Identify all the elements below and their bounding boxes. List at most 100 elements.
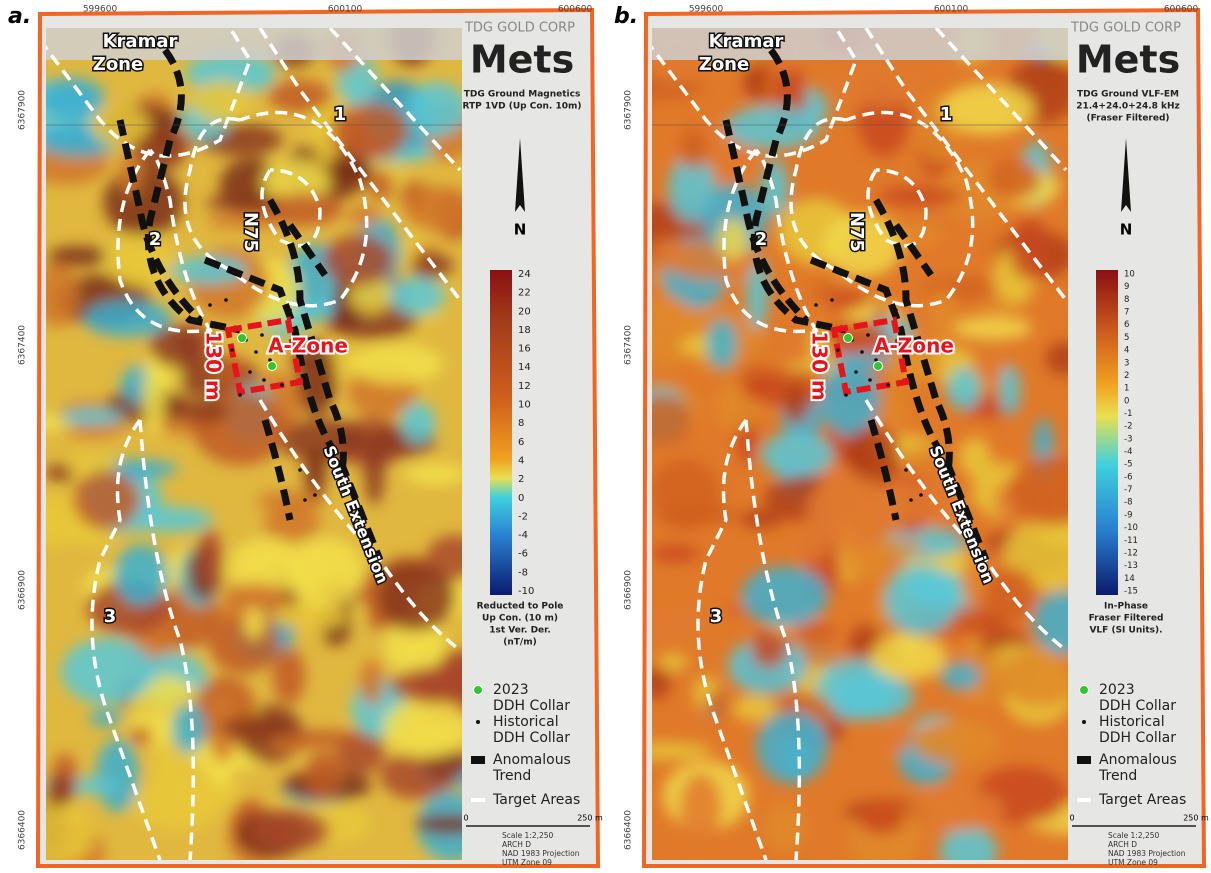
colorbar-tick: 12 (518, 381, 531, 392)
colorbar-tick: 8 (518, 418, 524, 429)
colorbar-tick: 4 (1124, 346, 1129, 356)
anomaly-blob (940, 662, 980, 690)
anomaly-blob (272, 647, 305, 704)
northing-label: 6366900 (18, 570, 28, 610)
anomaly-blob (171, 399, 229, 422)
colorbar-tick: -2 (1124, 422, 1132, 432)
colorbar-caption: Reducted to Pole (477, 602, 564, 612)
map-label: Kramar (103, 31, 178, 52)
map-label: 1 (334, 104, 347, 125)
panel-label: b. (614, 4, 638, 29)
map-label: 130 m (202, 331, 226, 401)
map-label: 1 (940, 104, 953, 125)
historical-collar (894, 308, 898, 312)
map-label: A-Zone (874, 334, 954, 358)
anomaly-blob (106, 235, 174, 287)
colorbar-tick: 3 (1124, 358, 1129, 368)
anomaly-blob (1011, 217, 1049, 280)
northing-label: 6366400 (624, 810, 634, 850)
historical-collar (298, 468, 302, 472)
anomaly-blob (47, 774, 73, 807)
colorbar-caption: Up Con. (10 m) (482, 614, 558, 624)
colorbar-tick: -10 (1124, 523, 1138, 533)
colorbar-tick: -6 (1124, 472, 1132, 482)
legend-target (471, 798, 485, 802)
anomaly-blob (198, 528, 221, 590)
anomaly-blob (717, 219, 748, 260)
anomaly-blob (191, 81, 251, 123)
colorbar-tick: 6 (518, 437, 524, 448)
colorbar-caption: 1st Ver. Der. (489, 626, 551, 636)
anomaly-blob (761, 432, 833, 478)
scale-note: ARCH D (1108, 840, 1137, 849)
panel: 5996006001006006006367900636740063669006… (1, 4, 603, 873)
colorbar-tick: 0 (1124, 396, 1129, 406)
anomaly-blob (61, 638, 154, 704)
anomaly-blob (172, 704, 206, 754)
anomaly-blob (650, 545, 699, 563)
historical-collar (854, 370, 858, 374)
legend-trend (1077, 756, 1091, 764)
scale-note: Scale 1:2,250 (502, 831, 554, 840)
map-label: 130 m (808, 331, 832, 401)
legend-historical (1082, 720, 1086, 724)
colorbar-tick: -12 (1124, 548, 1138, 558)
northing-label: 6366900 (624, 570, 634, 610)
anomaly-blob (223, 583, 284, 610)
anomaly-blob (84, 300, 172, 337)
anomaly-blob (143, 360, 165, 434)
legend-label: Trend (1098, 768, 1137, 784)
anomaly-blob (73, 471, 140, 530)
historical-collar (313, 493, 317, 497)
colorbar-tick: -5 (1124, 460, 1132, 470)
map-label: N75 (846, 212, 867, 252)
historical-collar (262, 378, 266, 382)
map-label: Zone (93, 54, 143, 75)
anomaly-blob (680, 773, 722, 844)
historical-collar (280, 383, 284, 387)
map (1, 10, 499, 873)
anomaly-blob (89, 710, 122, 726)
easting-label: 599600 (689, 5, 724, 15)
collar-2023 (844, 334, 853, 343)
colorbar-tick: -13 (1124, 561, 1138, 571)
anomaly-blob (941, 84, 1035, 135)
colorbar-tick: 7 (1124, 308, 1129, 318)
map (611, 0, 1109, 873)
anomaly-blob (999, 365, 1021, 415)
north-label: N (514, 221, 527, 239)
anomaly-blob (96, 739, 138, 812)
legend-trend (471, 756, 485, 764)
historical-collar (208, 303, 212, 307)
legend-label: Anomalous (1099, 752, 1177, 768)
legend-label: Trend (492, 768, 531, 784)
legend-label: DDH Collar (1099, 698, 1176, 714)
panel-label: a. (8, 4, 31, 29)
legend-collar-2023 (1080, 686, 1089, 695)
historical-collar (868, 378, 872, 382)
anomaly-blob (248, 810, 329, 851)
panel: 5996006001006006006367900636740063669006… (611, 0, 1209, 873)
colorbar-caption: In-Phase (1104, 602, 1148, 612)
legend-collar-2023 (474, 686, 483, 695)
scale-note: UTM Zone 09 (502, 858, 552, 867)
anomaly-blob (733, 695, 777, 722)
anomaly-blob (390, 277, 445, 316)
subtitle: RTP 1VD (Up Con. 10m) (463, 102, 582, 112)
colorbar-tick: 2 (518, 474, 524, 485)
legend-historical (476, 720, 480, 724)
anomaly-blob (796, 621, 838, 644)
historical-collar (904, 468, 908, 472)
colorbar-tick: -9 (1124, 510, 1132, 520)
anomaly-blob (284, 730, 360, 747)
map-label: 3 (104, 606, 117, 627)
anomaly-blob (913, 719, 1000, 766)
colorbar-tick: -4 (518, 530, 528, 541)
anomaly-blob (959, 437, 991, 476)
anomaly-blob (1000, 648, 1080, 707)
historical-collar (303, 498, 307, 502)
historical-collar (844, 393, 848, 397)
legend-label: Target Areas (1098, 792, 1186, 808)
colorbar-tick: 6 (1124, 320, 1129, 330)
anomaly-blob (870, 635, 946, 681)
